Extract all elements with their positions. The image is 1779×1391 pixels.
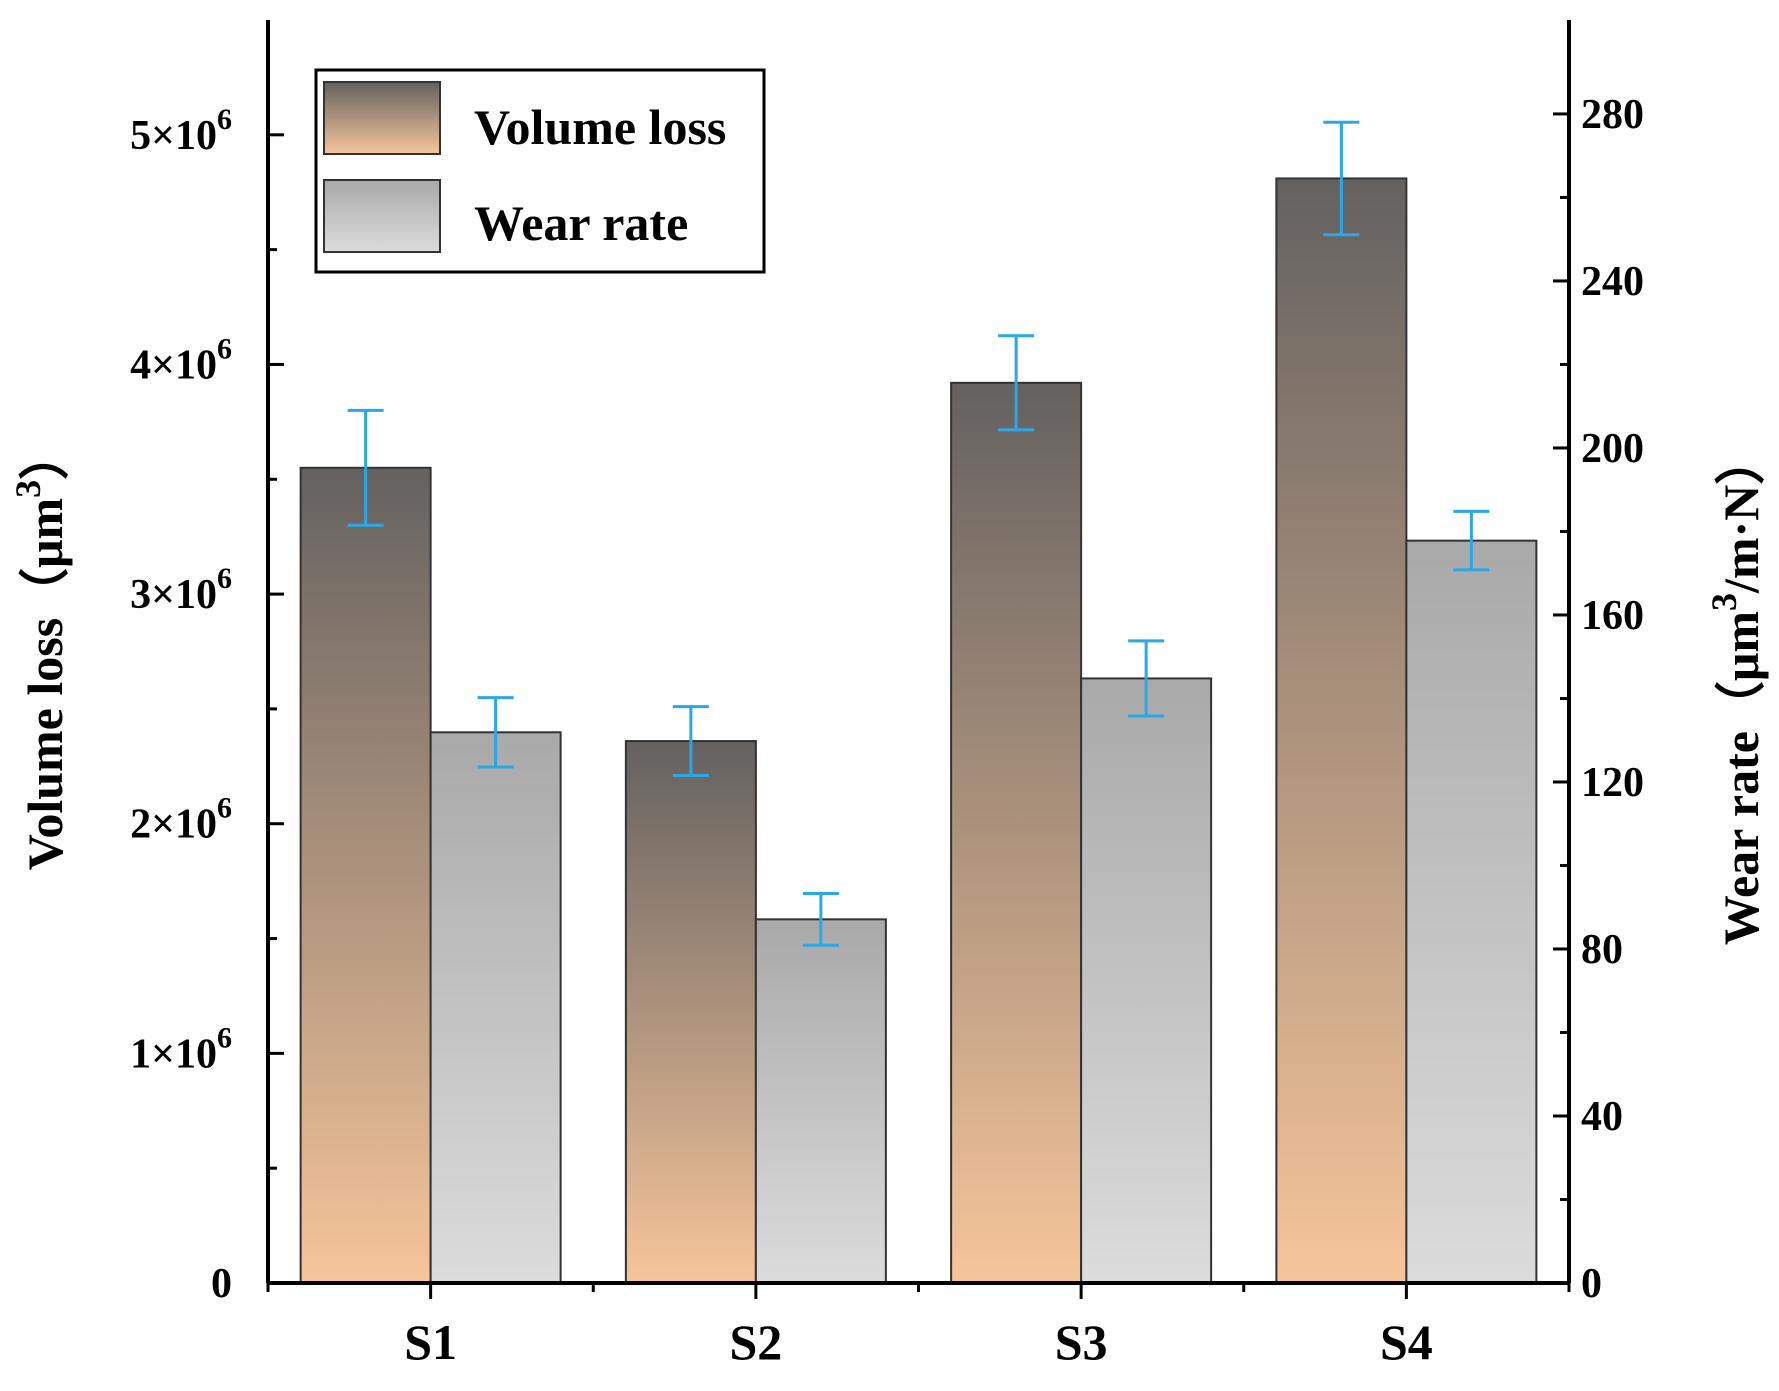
- right-tick-label: 40: [1581, 1094, 1623, 1140]
- bar-volume-loss-s1: [299, 466, 432, 1285]
- left-tick-label: 5×106: [130, 103, 232, 159]
- right-tick-label: 200: [1581, 426, 1644, 472]
- bar-volume-loss-s3: [950, 381, 1083, 1284]
- right-tick-label: 0: [1581, 1261, 1602, 1307]
- legend-label-volume-loss: Volume loss: [474, 99, 726, 155]
- error-bar-volume-loss-s2: [672, 705, 709, 778]
- error-bar-wear-rate-s1: [477, 696, 514, 769]
- bar-wear-rate-s3: [1080, 677, 1213, 1284]
- left-tick-label: 0: [211, 1261, 232, 1307]
- x-tick-label: S2: [729, 1314, 782, 1370]
- legend-swatch-volume-loss: [323, 81, 441, 155]
- left-tick-label: 4×106: [130, 332, 232, 388]
- x-tick-label: S1: [404, 1314, 457, 1370]
- axes-layer: 0 1×106 2×106 3×106 4×106 5×106 0 40 80 120 160 200…: [8, 20, 1769, 1370]
- bars-layer: [299, 177, 1538, 1285]
- error-bar-wear-rate-s2: [802, 891, 839, 947]
- bar-wear-rate-s1: [429, 731, 562, 1284]
- error-bar-volume-loss-s3: [998, 334, 1035, 432]
- legend: Volume loss Wear rate: [314, 68, 766, 274]
- bar-wear-rate-s4: [1405, 539, 1538, 1284]
- error-bar-wear-rate-s3: [1128, 639, 1165, 718]
- legend-swatch-wear-rate: [323, 179, 441, 253]
- error-bar-wear-rate-s4: [1453, 509, 1490, 572]
- right-axis-title: Wear rate（μm3/m·N）: [1704, 435, 1769, 946]
- error-bars-layer: [347, 120, 1490, 947]
- bar-wear-rate-s2: [754, 918, 887, 1284]
- left-tick-label: 2×106: [130, 792, 232, 848]
- bar-volume-loss-s4: [1275, 177, 1408, 1284]
- right-tick-label: 280: [1581, 92, 1644, 138]
- left-tick-label: 1×106: [130, 1021, 232, 1077]
- right-tick-label: 160: [1581, 593, 1644, 639]
- right-tick-label: 120: [1581, 760, 1644, 806]
- error-bar-volume-loss-s4: [1323, 120, 1360, 237]
- right-tick-label: 240: [1581, 259, 1644, 305]
- x-tick-label: S3: [1055, 1314, 1108, 1370]
- legend-label-wear-rate: Wear rate: [474, 195, 688, 251]
- right-tick-label: 80: [1581, 927, 1623, 973]
- left-axis-title: Volume loss（μm3）: [8, 430, 73, 870]
- error-bar-volume-loss-s1: [347, 408, 384, 527]
- x-tick-label: S4: [1380, 1314, 1433, 1370]
- left-tick-label: 3×106: [130, 562, 232, 618]
- bar-volume-loss-s2: [624, 740, 757, 1284]
